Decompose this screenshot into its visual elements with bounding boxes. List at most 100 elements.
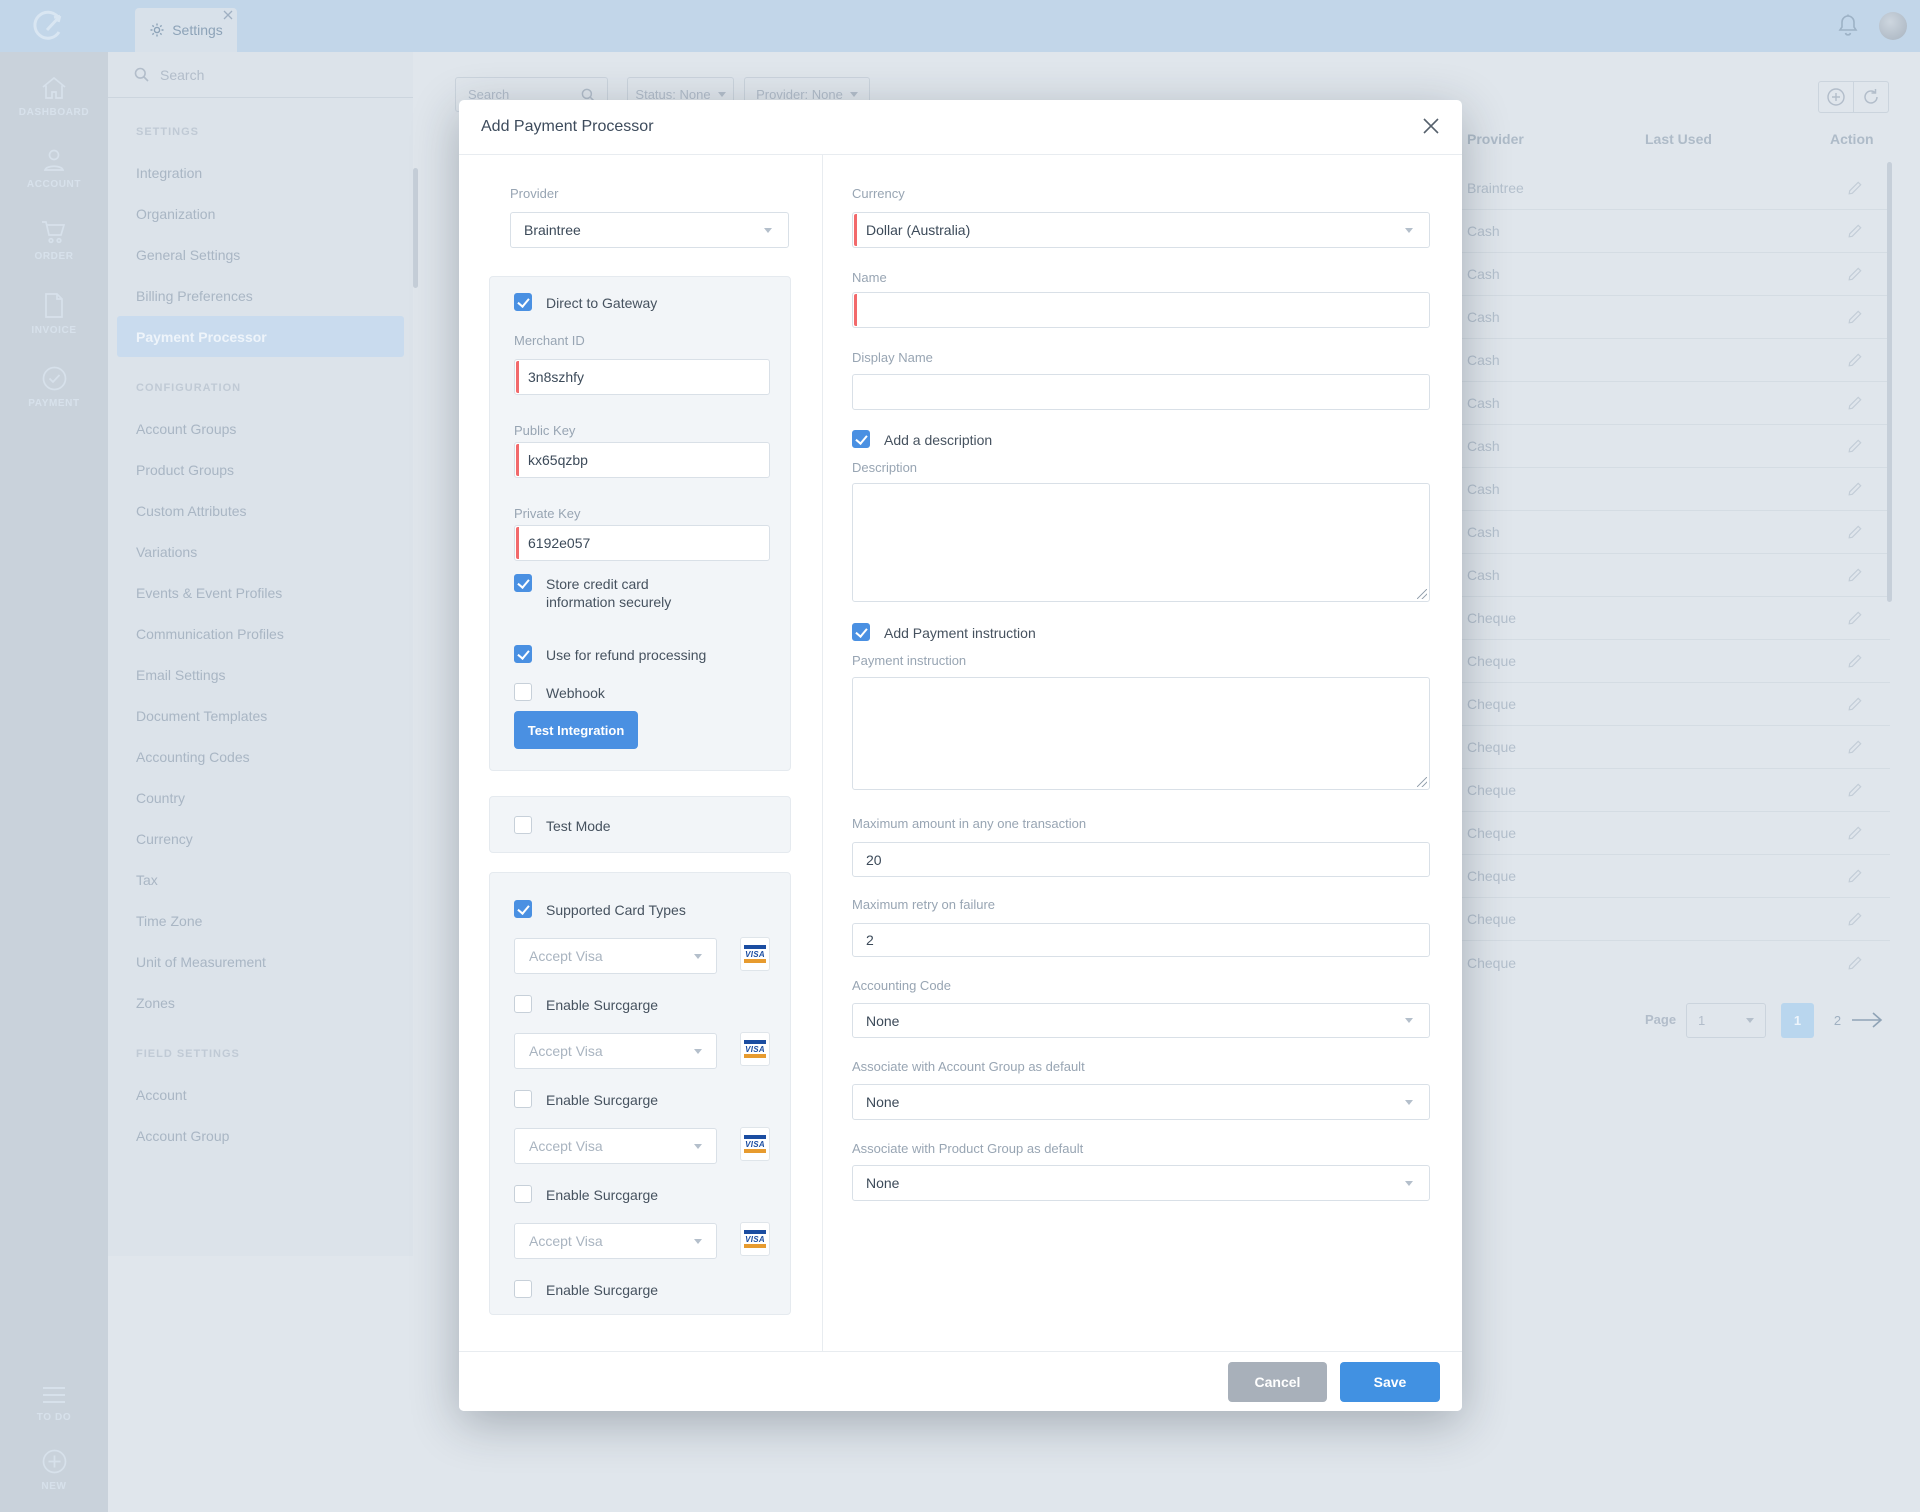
edit-pencil-icon[interactable] bbox=[1847, 653, 1863, 669]
sidebar-item-product-groups[interactable]: Product Groups bbox=[136, 461, 235, 478]
sidebar-item-general-settings[interactable]: General Settings bbox=[136, 246, 241, 263]
cancel-button[interactable]: Cancel bbox=[1228, 1361, 1327, 1402]
supported-card-types-checkbox[interactable] bbox=[514, 900, 532, 918]
edit-pencil-icon[interactable] bbox=[1847, 825, 1863, 841]
page-button-2[interactable]: 2 bbox=[1833, 1013, 1842, 1028]
add-description-checkbox[interactable] bbox=[852, 430, 870, 448]
sidebar-item-accounting-codes[interactable]: Accounting Codes bbox=[136, 748, 250, 765]
display-name-input[interactable] bbox=[852, 374, 1430, 410]
sidebar-item-communication-profiles[interactable]: Communication Profiles bbox=[136, 625, 284, 642]
edit-pencil-icon[interactable] bbox=[1847, 696, 1863, 712]
direct-to-gateway-checkbox[interactable] bbox=[514, 293, 532, 311]
card-type-select-1[interactable]: Accept Visa bbox=[514, 938, 717, 974]
sidebar-item-account-group[interactable]: Account Group bbox=[136, 1127, 230, 1144]
tab-settings[interactable]: Settings bbox=[135, 8, 237, 52]
sidebar-scrollbar[interactable] bbox=[413, 168, 418, 288]
modal-close-icon[interactable] bbox=[1421, 116, 1441, 136]
sidebar-item-events[interactable]: Events & Event Profiles bbox=[136, 584, 283, 601]
sidebar-item-email-settings[interactable]: Email Settings bbox=[136, 666, 226, 683]
sidebar-item-organization[interactable]: Organization bbox=[136, 205, 216, 222]
edit-pencil-icon[interactable] bbox=[1847, 911, 1863, 927]
sidebar-item-tax[interactable]: Tax bbox=[136, 871, 158, 888]
sidebar-item-document-templates[interactable]: Document Templates bbox=[136, 707, 268, 724]
description-textarea[interactable] bbox=[852, 483, 1430, 602]
sidebar-item-billing-preferences[interactable]: Billing Preferences bbox=[136, 287, 253, 304]
rail-item-account[interactable]: ACCOUNT bbox=[0, 147, 108, 190]
save-button[interactable]: Save bbox=[1340, 1361, 1440, 1402]
assoc-account-group-select[interactable]: None bbox=[852, 1084, 1430, 1120]
merchant-id-input[interactable]: 3n8szhfy bbox=[514, 359, 770, 395]
column-header-provider[interactable]: Provider bbox=[1467, 131, 1524, 147]
page-size-select[interactable]: 1 bbox=[1686, 1003, 1766, 1038]
sidebar-item-currency[interactable]: Currency bbox=[136, 830, 193, 847]
max-retry-input[interactable]: 2 bbox=[852, 923, 1430, 957]
rail-item-dashboard[interactable]: DASHBOARD bbox=[0, 75, 108, 118]
surcharge-checkbox-4[interactable] bbox=[514, 1280, 532, 1298]
max-amount-input[interactable]: 20 bbox=[852, 842, 1430, 877]
surcharge-checkbox-2[interactable] bbox=[514, 1090, 532, 1108]
edit-pencil-icon[interactable] bbox=[1847, 567, 1863, 583]
edit-pencil-icon[interactable] bbox=[1847, 266, 1863, 282]
accounting-code-select[interactable]: None bbox=[852, 1003, 1430, 1038]
edit-pencil-icon[interactable] bbox=[1847, 481, 1863, 497]
edit-pencil-icon[interactable] bbox=[1847, 438, 1863, 454]
sidebar-item-unit-of-measurement[interactable]: Unit of Measurement bbox=[136, 953, 266, 970]
test-mode-checkbox[interactable] bbox=[514, 816, 532, 834]
sidebar-item-variations[interactable]: Variations bbox=[136, 543, 198, 560]
add-payment-instruction-checkbox[interactable] bbox=[852, 623, 870, 641]
edit-pencil-icon[interactable] bbox=[1847, 352, 1863, 368]
notifications-bell-icon[interactable] bbox=[1836, 13, 1860, 39]
rail-item-invoice[interactable]: INVOICE bbox=[0, 292, 108, 336]
edit-pencil-icon[interactable] bbox=[1847, 610, 1863, 626]
table-row: Cheque bbox=[1460, 855, 1890, 898]
next-page-arrow-icon[interactable] bbox=[1850, 1009, 1884, 1031]
edit-pencil-icon[interactable] bbox=[1847, 868, 1863, 884]
column-header-last-used[interactable]: Last Used bbox=[1645, 131, 1712, 147]
edit-pencil-icon[interactable] bbox=[1847, 223, 1863, 239]
page-button-1[interactable]: 1 bbox=[1781, 1003, 1814, 1038]
sidebar-item-custom-attributes[interactable]: Custom Attributes bbox=[136, 502, 247, 519]
public-key-input[interactable]: kx65qzbp bbox=[514, 442, 770, 478]
rail-item-todo[interactable]: TO DO bbox=[0, 1384, 108, 1423]
sidebar-item-time-zone[interactable]: Time Zone bbox=[136, 912, 203, 929]
edit-pencil-icon[interactable] bbox=[1847, 180, 1863, 196]
rail-item-payment[interactable]: PAYMENT bbox=[0, 365, 108, 409]
refresh-button[interactable] bbox=[1853, 81, 1889, 113]
sidebar-item-account[interactable]: Account bbox=[136, 1086, 187, 1103]
user-avatar[interactable] bbox=[1879, 12, 1907, 40]
surcharge-checkbox-1[interactable] bbox=[514, 995, 532, 1013]
card-type-select-3[interactable]: Accept Visa bbox=[514, 1128, 717, 1164]
edit-pencil-icon[interactable] bbox=[1847, 395, 1863, 411]
edit-pencil-icon[interactable] bbox=[1847, 955, 1863, 971]
surcharge-checkbox-3[interactable] bbox=[514, 1185, 532, 1203]
tab-close-icon[interactable] bbox=[223, 10, 233, 20]
test-integration-button[interactable]: Test Integration bbox=[514, 711, 638, 749]
card-type-select-4[interactable]: Accept Visa bbox=[514, 1223, 717, 1259]
sidebar-item-country[interactable]: Country bbox=[136, 789, 186, 806]
store-cc-checkbox[interactable] bbox=[514, 574, 532, 592]
sidebar-item-zones[interactable]: Zones bbox=[136, 994, 175, 1011]
refund-checkbox[interactable] bbox=[514, 645, 532, 663]
rail-item-new[interactable]: NEW bbox=[0, 1448, 108, 1492]
sidebar-item-account-groups[interactable]: Account Groups bbox=[136, 420, 237, 437]
provider-select[interactable]: Braintree bbox=[510, 212, 789, 248]
edit-pencil-icon[interactable] bbox=[1847, 739, 1863, 755]
edit-pencil-icon[interactable] bbox=[1847, 782, 1863, 798]
table-row: Cheque bbox=[1460, 941, 1890, 984]
currency-select[interactable]: Dollar (Australia) bbox=[852, 212, 1430, 248]
webhook-checkbox[interactable] bbox=[514, 683, 532, 701]
sidebar-item-payment-processor[interactable]: Payment Processor bbox=[117, 316, 404, 357]
sidebar-search-input[interactable]: Search bbox=[108, 52, 413, 98]
name-input[interactable] bbox=[852, 292, 1430, 328]
table-scrollbar[interactable] bbox=[1887, 162, 1892, 602]
sidebar-item-integration[interactable]: Integration bbox=[136, 164, 203, 181]
private-key-input[interactable]: 6192e057 bbox=[514, 525, 770, 561]
card-type-select-2[interactable]: Accept Visa bbox=[514, 1033, 717, 1069]
add-processor-button[interactable] bbox=[1818, 81, 1854, 113]
card-types-card: Supported Card Types Accept Visa VISA En… bbox=[489, 872, 791, 1315]
edit-pencil-icon[interactable] bbox=[1847, 524, 1863, 540]
rail-item-order[interactable]: ORDER bbox=[0, 219, 108, 262]
assoc-product-group-select[interactable]: None bbox=[852, 1165, 1430, 1201]
payment-instruction-textarea[interactable] bbox=[852, 677, 1430, 790]
edit-pencil-icon[interactable] bbox=[1847, 309, 1863, 325]
